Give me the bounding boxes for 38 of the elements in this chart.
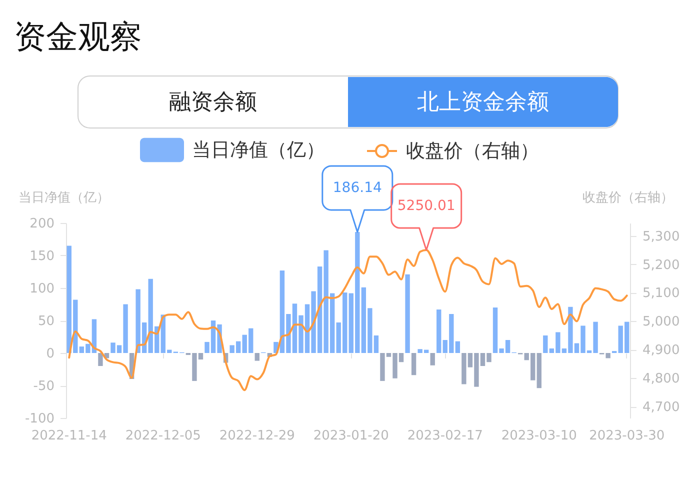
bar	[430, 353, 435, 366]
y2-tick-label: 4,900	[642, 343, 680, 358]
y-tick-label: 100	[30, 282, 54, 296]
x-tick-label: 2023-03-10	[501, 428, 577, 444]
bar	[98, 353, 103, 366]
y2-tick-label: 5,300	[642, 229, 680, 244]
x-tick-label: 2022-12-05	[125, 428, 201, 444]
y2-axis-title: 收盘价（右轴）	[582, 190, 674, 206]
y-tick-label: -50	[33, 379, 54, 394]
y-tick-label: 0	[46, 346, 54, 362]
legend-label: 当日净值（亿）	[192, 139, 325, 161]
x-tick-label: 2022-11-14	[31, 428, 107, 444]
bar	[536, 353, 542, 388]
x-tick-label: 2023-03-30	[589, 428, 665, 444]
x-tick-label: 2022-12-29	[219, 428, 295, 444]
y2-tick-label: 5,200	[642, 258, 680, 273]
y-tick-label: 150	[30, 249, 54, 264]
y2-tick-label: 4,700	[642, 400, 680, 416]
bar	[254, 353, 260, 361]
chart-title: 资金观察	[14, 18, 142, 56]
text: 融资余额	[169, 90, 257, 115]
text: 北上资金余额	[417, 90, 549, 115]
y-axis-title: 当日净值（亿）	[18, 190, 110, 206]
x-tick-label: 2023-01-20	[313, 428, 389, 444]
legend-label: 收盘价（右轴）	[406, 140, 539, 162]
y2-tick-label: 5,100	[642, 286, 680, 302]
bar	[436, 309, 442, 353]
bar	[405, 274, 410, 353]
x-tick-label: 2023-02-17	[407, 428, 483, 444]
bar	[411, 353, 416, 376]
y-tick-label: 50	[38, 314, 54, 329]
data-label: 5250.01	[397, 198, 456, 214]
y-tick-label: -100	[24, 412, 54, 426]
line-series	[68, 249, 628, 392]
data-label: 186.14	[332, 180, 382, 196]
y2-tick-label: 4,800	[642, 372, 680, 387]
y2-tick-label: 5,000	[642, 314, 680, 330]
y-tick-label: 200	[30, 216, 54, 232]
